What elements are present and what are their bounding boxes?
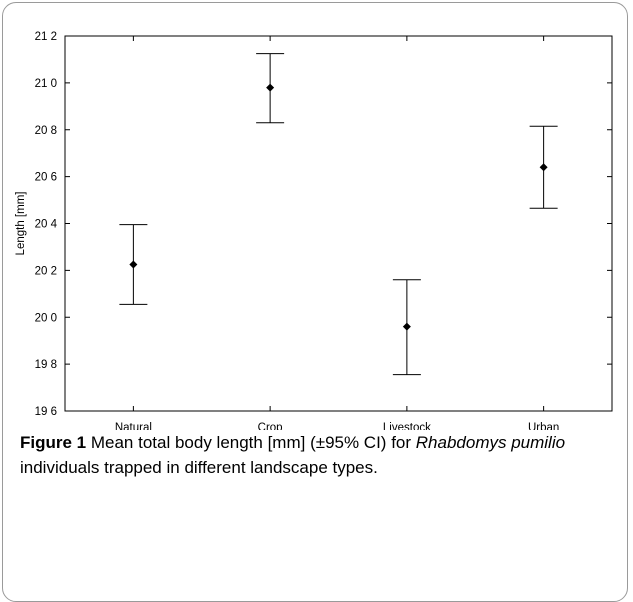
data-series [119,53,558,376]
caption-text-after: individuals trapped in different landsca… [20,458,378,477]
caption-text-before: Mean total body length [mm] (±95% CI) fo… [86,433,416,452]
y-tick-label: 20 6 [35,172,57,184]
y-tick-label: 20 2 [35,265,57,277]
y-tick-label: 19 6 [35,406,57,418]
y-tick-label: 21 0 [35,78,57,90]
y-tick-label: 20 0 [35,312,57,324]
caption-figure-label: Figure 1 [20,433,87,452]
y-axis-title: Length [mm] [15,192,27,256]
y-tick-label: 20 8 [35,125,57,137]
mean-point-marker [539,163,548,172]
y-tick-label: 20 4 [35,219,58,231]
plot-area [64,35,613,412]
x-tick-label: Livestock [383,422,431,430]
x-tick-label: Natural [115,422,152,430]
y-tick-label: 21 2 [35,31,57,43]
figure-caption: Figure 1 Mean total body length [mm] (±9… [20,430,580,480]
mean-point-marker [402,322,411,331]
x-tick-label: Urban [528,422,559,430]
caption-species: Rhabdomys pumilio [415,433,566,452]
mean-point-marker [129,260,138,269]
y-tick-label: 19 8 [35,359,57,371]
mean-point-marker [266,83,275,92]
y-axis: 19 6 19 8 20 0 20 2 20 4 20 6 20 8 21 0 21 2 [35,31,612,418]
x-tick-label: Crop [258,422,283,430]
error-bar-chart: Length [mm] 19 6 19 8 20 0 20 2 20 4 20 6 20 8… [15,31,613,430]
x-axis: Natural Crop Livestock Urban [115,36,559,430]
